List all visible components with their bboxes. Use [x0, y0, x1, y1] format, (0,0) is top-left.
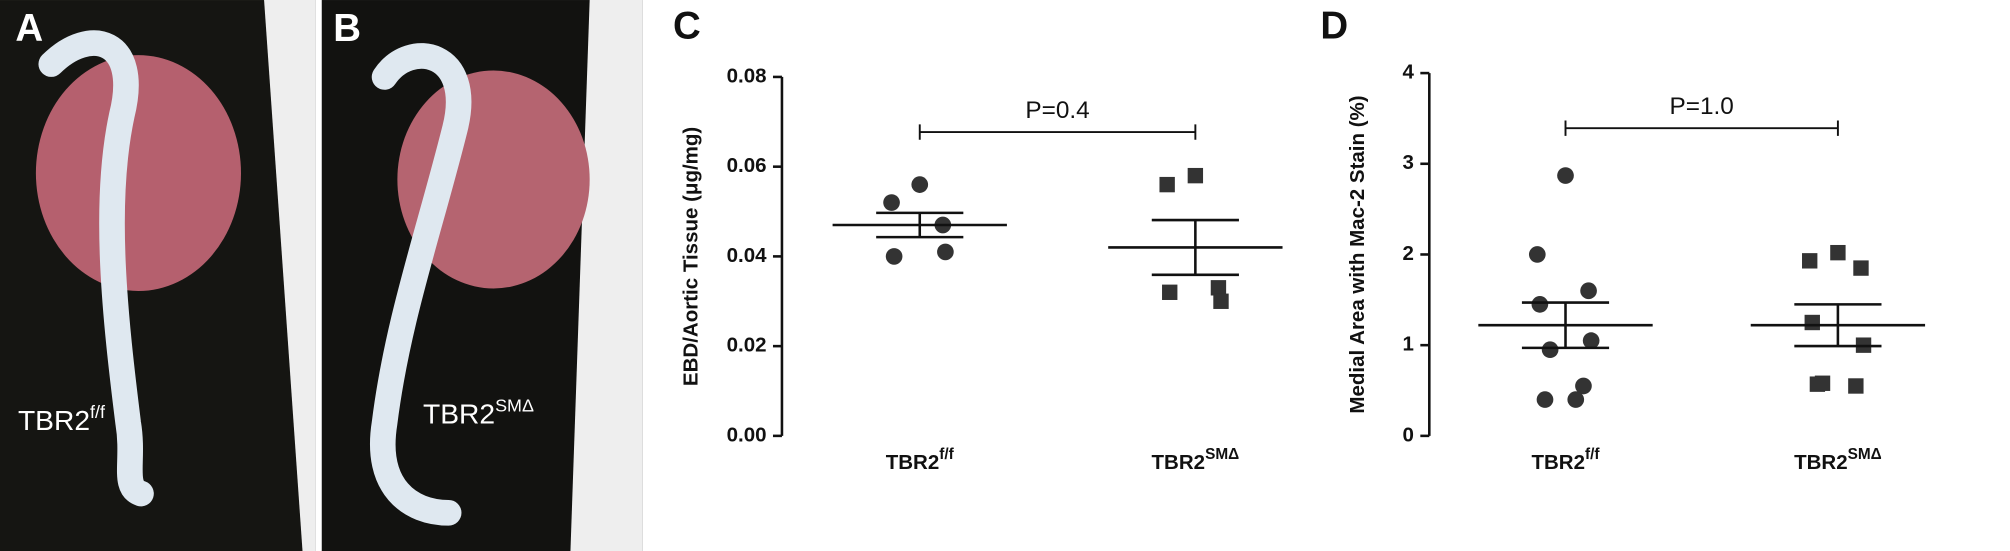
p-value: P=1.0 — [1670, 93, 1734, 120]
data-point — [1210, 280, 1227, 296]
ruler — [570, 0, 643, 551]
y-tick-label: 0.00 — [727, 423, 767, 446]
chart: D Medial Area with Mac-2 Stain (%) 0 1 2 3 4 TB… — [1320, 4, 1926, 474]
p-value: P=0.4 — [1025, 97, 1089, 124]
x-tick-label: TBR2f/f — [1531, 446, 1600, 474]
y-tick-label: 0.06 — [727, 154, 767, 177]
category-base: TBR2 — [1152, 451, 1206, 474]
category-base: TBR2 — [1794, 451, 1848, 474]
data-point — [937, 243, 954, 261]
data-point — [1853, 260, 1869, 276]
data-point — [1802, 253, 1818, 269]
data-point — [1804, 314, 1820, 331]
error-bar — [876, 211, 964, 239]
data-point — [1575, 377, 1592, 395]
bracket — [918, 124, 1197, 140]
error-bar — [1794, 303, 1882, 348]
data-point — [1536, 391, 1554, 408]
category-sup: f/f — [939, 446, 954, 463]
data-point — [1567, 391, 1585, 408]
data-point — [1528, 246, 1546, 263]
category-sup: f/f — [1585, 446, 1600, 463]
data-point — [1541, 341, 1559, 359]
photo-b: B TBR2SMΔ — [321, 0, 643, 551]
y-tick-label: 0 — [1403, 423, 1414, 446]
x-tick-label: TBR2SMΔ — [1794, 446, 1882, 474]
label-base: TBR2 — [423, 398, 495, 430]
data-point — [885, 248, 903, 265]
ruler — [264, 0, 316, 551]
data-point — [1582, 332, 1600, 349]
y-tick-label: 4 — [1403, 61, 1415, 84]
error-bar — [1521, 301, 1610, 350]
data-point — [1187, 167, 1204, 184]
x-tick-label: TBR2SMΔ — [1152, 446, 1240, 474]
label-sup: SMΔ — [495, 395, 534, 415]
data-point — [1159, 176, 1175, 193]
category-base: TBR2 — [886, 451, 940, 474]
photo-label: TBR2SMΔ — [423, 395, 534, 430]
y-tick-label: 1 — [1403, 333, 1414, 356]
data-point — [1830, 244, 1846, 261]
category-base: TBR2 — [1531, 451, 1585, 474]
y-tick-label: 0.04 — [727, 244, 767, 267]
data-point — [1580, 282, 1597, 300]
data-point — [1809, 376, 1826, 392]
y-tick-label: 0.08 — [727, 64, 767, 87]
data-point — [1848, 378, 1864, 394]
panel-letter: C — [673, 4, 701, 47]
error-bar — [1151, 218, 1239, 277]
photo-label: TBR2f/f — [18, 402, 106, 437]
data-point — [883, 194, 900, 211]
data-point — [1531, 296, 1549, 313]
photo-a: A TBR2f/f — [0, 0, 316, 551]
data-point — [911, 176, 929, 193]
aorta — [370, 43, 472, 526]
label-sup: f/f — [90, 402, 106, 422]
panel-letter: A — [15, 7, 43, 50]
y-tick-label: 0.02 — [727, 334, 767, 357]
y-tick-label: 2 — [1403, 242, 1414, 265]
heart — [35, 55, 241, 292]
data-point — [1213, 293, 1229, 309]
category-sup: SMΔ — [1205, 446, 1239, 463]
chart: C EBD/Aortic Tissue (μg/mg) 0.00 0.02 0.04 0.… — [673, 4, 1283, 474]
y-axis-title: EBD/Aortic Tissue (μg/mg) — [680, 127, 703, 386]
data-point — [1557, 167, 1574, 184]
panel-letter: B — [333, 7, 361, 50]
aorta — [38, 30, 154, 507]
y-tick-label: 3 — [1403, 151, 1414, 174]
label-base: TBR2 — [18, 404, 90, 436]
bracket — [1564, 120, 1839, 136]
x-tick-label: TBR2f/f — [886, 446, 955, 474]
data-point — [1162, 284, 1178, 300]
category-sup: SMΔ — [1848, 446, 1882, 463]
panel-letter: D — [1320, 4, 1348, 47]
y-axis-title: Medial Area with Mac-2 Stain (%) — [1346, 95, 1369, 413]
